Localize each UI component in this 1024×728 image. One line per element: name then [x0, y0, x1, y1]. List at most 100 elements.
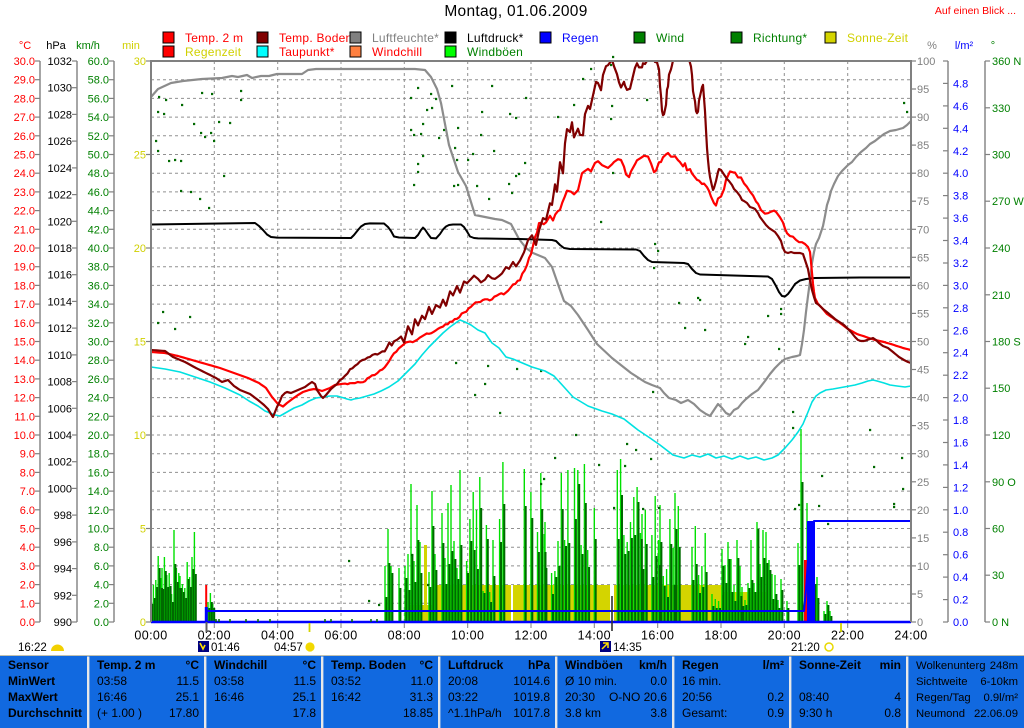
svg-text:20: 20	[134, 243, 146, 255]
svg-text:3.0: 3.0	[20, 561, 35, 573]
svg-text:360 N: 360 N	[992, 56, 1021, 68]
svg-text:25: 25	[134, 150, 146, 162]
svg-text:24.0: 24.0	[14, 168, 35, 180]
svg-text:Wind: Wind	[656, 31, 684, 45]
svg-text:8.0: 8.0	[20, 467, 35, 479]
svg-text:18.0: 18.0	[88, 449, 109, 461]
svg-text:20.0: 20.0	[14, 243, 35, 255]
svg-text:18.85: 18.85	[403, 706, 433, 720]
svg-text:30.0: 30.0	[14, 56, 35, 68]
svg-text:Windchill: Windchill	[214, 658, 267, 672]
svg-text:03:58: 03:58	[97, 674, 127, 688]
svg-text:2.8: 2.8	[953, 303, 968, 315]
svg-text:4.0: 4.0	[953, 168, 968, 180]
svg-text:1.0: 1.0	[20, 598, 35, 610]
svg-text:30: 30	[134, 56, 146, 68]
svg-text:°C: °C	[303, 658, 317, 672]
svg-text:l/m²: l/m²	[763, 658, 784, 672]
svg-text:4.6: 4.6	[953, 101, 968, 113]
svg-text:21.0: 21.0	[14, 224, 35, 236]
svg-text:1030: 1030	[48, 83, 72, 95]
svg-text:03:58: 03:58	[214, 674, 244, 688]
svg-text:3.6: 3.6	[953, 213, 968, 225]
svg-text:20.0: 20.0	[88, 430, 109, 442]
svg-text:2.0: 2.0	[953, 393, 968, 405]
svg-text:52.0: 52.0	[88, 131, 109, 143]
svg-text:0.9: 0.9	[767, 706, 784, 720]
svg-text:0.4: 0.4	[953, 572, 968, 584]
svg-text:hPa: hPa	[46, 40, 66, 52]
svg-text:Temp. Boden: Temp. Boden	[279, 31, 352, 45]
svg-text:25.1: 25.1	[176, 690, 200, 704]
svg-text:14:35: 14:35	[613, 642, 642, 654]
svg-text:04:57: 04:57	[274, 642, 303, 654]
svg-text:36.0: 36.0	[88, 280, 109, 292]
svg-text:34.0: 34.0	[88, 299, 109, 311]
svg-text:330: 330	[992, 103, 1010, 115]
svg-text:MaxWert: MaxWert	[8, 690, 58, 704]
svg-text:3.2: 3.2	[953, 258, 968, 270]
svg-text:1000: 1000	[48, 483, 72, 495]
svg-text:Regen: Regen	[562, 31, 599, 45]
svg-text:60: 60	[992, 524, 1004, 536]
svg-text:°C: °C	[186, 658, 200, 672]
svg-text:180 S: 180 S	[992, 337, 1021, 349]
svg-text:6-10km: 6-10km	[980, 676, 1018, 688]
svg-text:40.0: 40.0	[88, 243, 109, 255]
svg-text:Luftdruck*: Luftdruck*	[467, 31, 524, 45]
svg-text:2.0: 2.0	[20, 580, 35, 592]
svg-text:0.8: 0.8	[884, 706, 901, 720]
svg-text:12:00: 12:00	[514, 629, 547, 643]
svg-text:1010: 1010	[48, 350, 72, 362]
svg-text:11.0: 11.0	[14, 411, 35, 423]
svg-text:Wolkenunterg: Wolkenunterg	[916, 660, 986, 672]
svg-text:0.0: 0.0	[953, 617, 968, 629]
svg-text:1006: 1006	[48, 403, 72, 415]
svg-text:994: 994	[54, 564, 72, 576]
svg-text:990: 990	[54, 617, 72, 629]
svg-text:06:00: 06:00	[324, 629, 357, 643]
svg-text:60.0: 60.0	[88, 56, 109, 68]
svg-text:20:08: 20:08	[448, 674, 478, 688]
svg-text:30.0: 30.0	[88, 337, 109, 349]
svg-text:5: 5	[917, 589, 923, 601]
svg-text:3.8 km: 3.8 km	[565, 706, 601, 720]
svg-text:15: 15	[134, 337, 146, 349]
svg-text:0.0: 0.0	[94, 617, 109, 629]
svg-text:31.3: 31.3	[410, 690, 434, 704]
svg-text:0.2: 0.2	[953, 595, 968, 607]
svg-text:Windchill: Windchill	[372, 45, 422, 59]
svg-text:10.0: 10.0	[14, 430, 35, 442]
svg-text:75: 75	[917, 196, 929, 208]
svg-text:0.2: 0.2	[767, 690, 784, 704]
svg-text:°C: °C	[420, 658, 434, 672]
svg-text:38.0: 38.0	[88, 262, 109, 274]
svg-text:3.0: 3.0	[953, 280, 968, 292]
svg-text:10:00: 10:00	[451, 629, 484, 643]
svg-text:992: 992	[54, 590, 72, 602]
svg-text:70: 70	[917, 224, 929, 236]
svg-text:4.2: 4.2	[953, 146, 968, 158]
svg-text:Sonne-Zeit: Sonne-Zeit	[799, 658, 861, 672]
svg-text:O-NO 20.6: O-NO 20.6	[609, 690, 667, 704]
svg-text:24:00: 24:00	[894, 629, 927, 643]
svg-text:100: 100	[917, 56, 935, 68]
svg-text:1014: 1014	[48, 296, 72, 308]
svg-text:1022: 1022	[48, 190, 72, 202]
svg-text:1019.8: 1019.8	[513, 690, 550, 704]
svg-text:10: 10	[917, 561, 929, 573]
svg-text:01:46: 01:46	[211, 642, 240, 654]
svg-text:0: 0	[140, 617, 146, 629]
svg-text:2.6: 2.6	[953, 325, 968, 337]
svg-text:11.0: 11.0	[411, 674, 434, 688]
svg-text:30: 30	[917, 449, 929, 461]
svg-text:9:30 h: 9:30 h	[799, 706, 832, 720]
svg-text:1020: 1020	[48, 216, 72, 228]
svg-text:°C: °C	[19, 40, 31, 52]
svg-text:1.2: 1.2	[953, 482, 968, 494]
svg-text:11.5: 11.5	[294, 674, 317, 688]
svg-text:44.0: 44.0	[88, 206, 109, 218]
svg-text:3.8: 3.8	[953, 191, 968, 203]
svg-text:3.8: 3.8	[650, 706, 667, 720]
svg-text:46.0: 46.0	[88, 187, 109, 199]
